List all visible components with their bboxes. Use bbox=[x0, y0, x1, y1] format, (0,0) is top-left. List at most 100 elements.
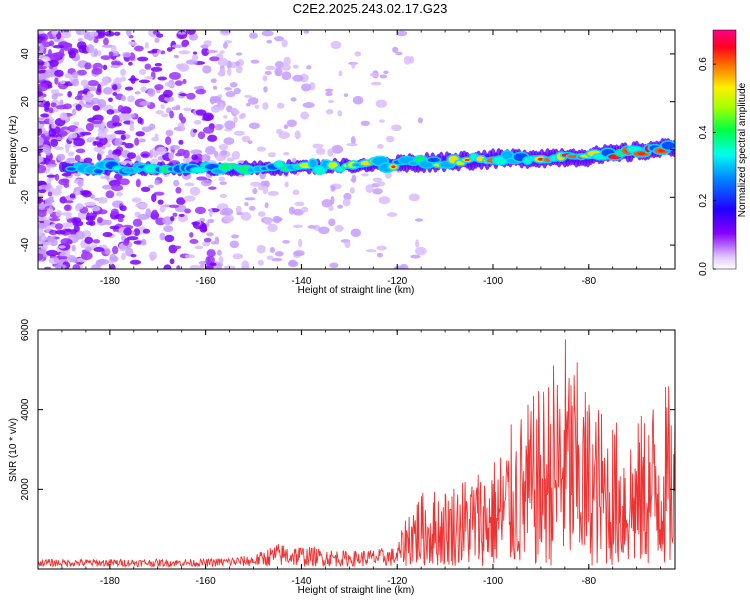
noise-blob bbox=[43, 102, 50, 110]
noise-blob bbox=[64, 200, 74, 204]
noise-blob bbox=[202, 126, 215, 134]
noise-blob bbox=[61, 31, 72, 39]
noise-blob bbox=[248, 206, 256, 211]
noise-blob bbox=[269, 247, 276, 253]
noise-blob bbox=[97, 50, 102, 57]
noise-blob bbox=[104, 219, 112, 226]
snr-plot-area bbox=[38, 330, 675, 569]
noise-blob bbox=[174, 54, 180, 59]
noise-blob bbox=[46, 174, 57, 178]
noise-blob bbox=[63, 204, 72, 212]
noise-blob bbox=[73, 121, 80, 126]
noise-blob bbox=[194, 245, 204, 250]
noise-blob bbox=[288, 206, 296, 215]
noise-blob bbox=[172, 212, 178, 217]
noise-blob bbox=[51, 123, 57, 129]
band-peak bbox=[611, 155, 618, 158]
noise-blob bbox=[189, 232, 194, 238]
noise-blob bbox=[134, 137, 140, 146]
x-tick-label: -140 bbox=[291, 576, 311, 587]
noise-blob bbox=[68, 50, 77, 59]
noise-blob bbox=[93, 48, 98, 57]
x-tick-label: -80 bbox=[582, 276, 597, 287]
noise-blob bbox=[85, 122, 94, 132]
noise-blob bbox=[38, 121, 41, 130]
noise-blob bbox=[100, 122, 106, 128]
noise-blob bbox=[193, 86, 202, 90]
noise-blob bbox=[408, 193, 420, 202]
noise-blob bbox=[205, 145, 216, 155]
noise-blob bbox=[76, 220, 84, 227]
noise-blob bbox=[294, 130, 301, 140]
noise-blob bbox=[38, 90, 44, 98]
noise-blob bbox=[154, 133, 159, 139]
noise-blob bbox=[93, 246, 105, 253]
noise-blob bbox=[235, 52, 243, 56]
noise-blob bbox=[417, 117, 423, 124]
noise-blob bbox=[64, 73, 72, 79]
noise-blob bbox=[338, 70, 343, 77]
noise-blob bbox=[98, 150, 105, 155]
noise-blob bbox=[138, 68, 147, 75]
noise-blob bbox=[119, 178, 130, 186]
noise-blob bbox=[191, 221, 201, 226]
noise-blob bbox=[129, 41, 138, 46]
noise-blob bbox=[325, 88, 334, 93]
noise-blob bbox=[219, 103, 225, 111]
x-tick-label: -100 bbox=[483, 576, 503, 587]
noise-blob bbox=[256, 244, 266, 254]
noise-blob bbox=[189, 264, 202, 269]
noise-blob bbox=[250, 59, 260, 64]
noise-blob bbox=[217, 71, 226, 77]
noise-blob bbox=[293, 250, 305, 257]
noise-blob bbox=[292, 189, 300, 196]
noise-blob bbox=[81, 190, 92, 198]
noise-blob bbox=[38, 164, 47, 174]
noise-blob bbox=[135, 131, 145, 137]
noise-blob bbox=[80, 79, 89, 87]
noise-blob bbox=[97, 127, 109, 134]
noise-blob bbox=[38, 69, 48, 74]
noise-blob bbox=[292, 208, 304, 216]
noise-blob bbox=[164, 96, 175, 103]
band-core bbox=[661, 141, 675, 150]
noise-blob bbox=[46, 236, 56, 243]
noise-blob bbox=[114, 130, 126, 135]
noise-blob bbox=[298, 238, 303, 248]
colorbar-label: Normalized spectral amplitude bbox=[737, 82, 748, 217]
noise-blob bbox=[331, 144, 344, 154]
noise-blob bbox=[224, 120, 236, 130]
noise-blob bbox=[183, 107, 192, 112]
noise-blob bbox=[219, 181, 227, 186]
noise-blob bbox=[267, 223, 278, 233]
noise-blob bbox=[218, 256, 224, 264]
y-tick-label: 40 bbox=[20, 48, 31, 60]
noise-blob bbox=[233, 115, 238, 124]
noise-blob bbox=[274, 217, 283, 222]
noise-blob bbox=[101, 184, 114, 190]
y-tick-label: 20 bbox=[20, 96, 31, 108]
noise-blob bbox=[377, 144, 384, 149]
noise-blob bbox=[75, 190, 81, 196]
band-peak bbox=[464, 159, 470, 161]
noise-blob bbox=[171, 44, 184, 49]
noise-blob bbox=[79, 131, 92, 136]
noise-blob bbox=[91, 120, 104, 125]
band-core bbox=[409, 161, 418, 165]
noise-blob bbox=[38, 65, 47, 70]
noise-blob bbox=[96, 142, 103, 148]
noise-blob bbox=[262, 75, 268, 82]
noise-blob bbox=[38, 117, 44, 121]
noise-blob bbox=[54, 69, 64, 77]
noise-blob bbox=[39, 184, 51, 190]
noise-blob bbox=[415, 239, 420, 248]
noise-blob bbox=[109, 225, 120, 230]
noise-blob bbox=[91, 206, 101, 212]
noise-blob bbox=[219, 193, 228, 198]
snr-panel: -180 -160 -140 -120 -100 -80 2000 4000 6000 Hei… bbox=[8, 318, 676, 596]
noise-blob bbox=[288, 259, 297, 267]
noise-blob bbox=[105, 190, 115, 199]
noise-blob bbox=[328, 218, 336, 227]
noise-blob bbox=[193, 119, 202, 125]
noise-blob bbox=[217, 262, 222, 269]
